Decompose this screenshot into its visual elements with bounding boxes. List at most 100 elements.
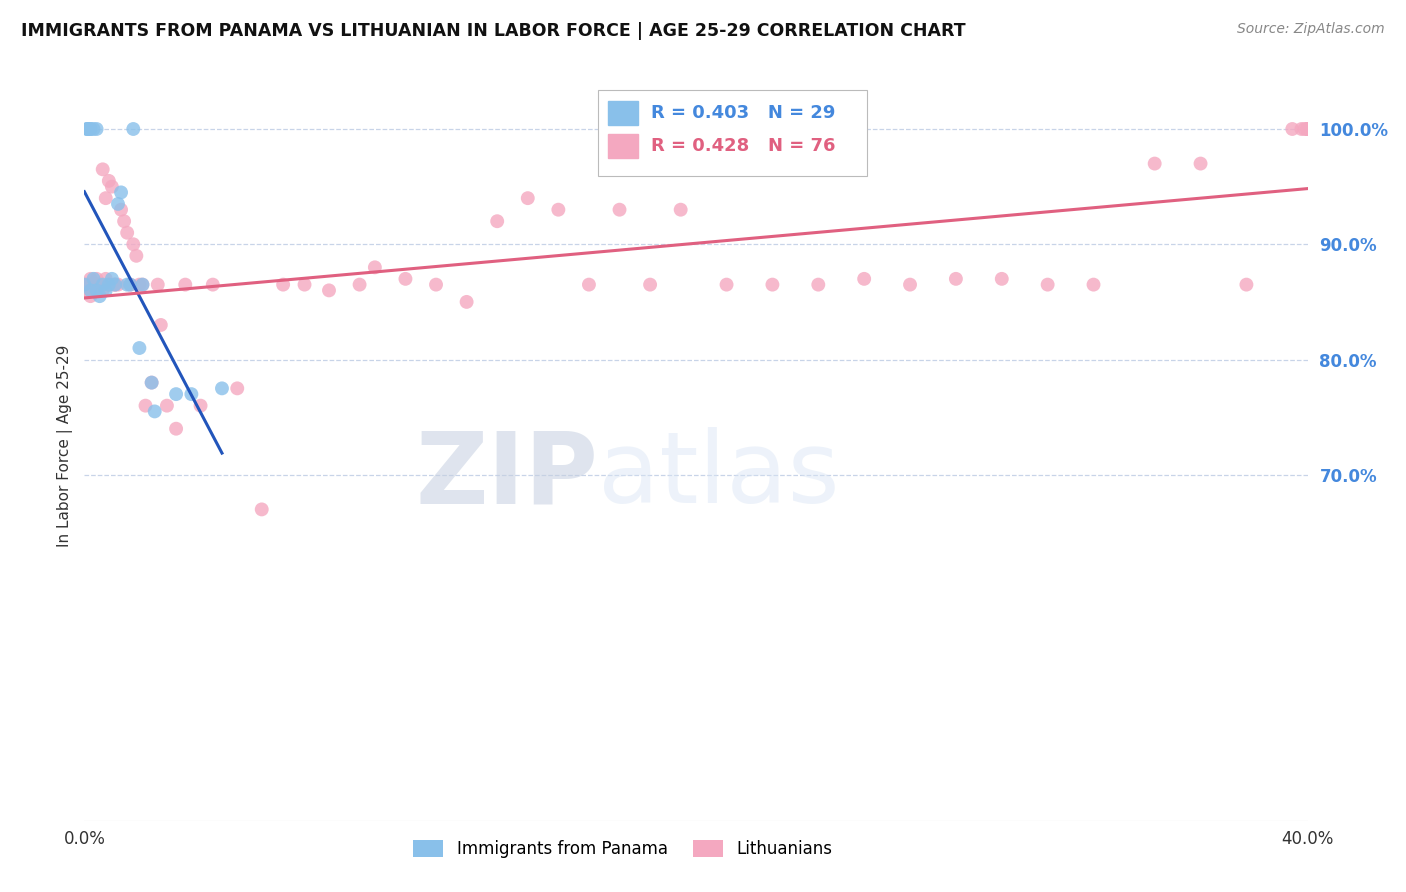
Point xyxy=(211,381,233,395)
Point xyxy=(165,422,187,436)
Point xyxy=(669,202,692,217)
Point xyxy=(1236,277,1258,292)
Point xyxy=(94,284,117,298)
Point xyxy=(156,399,179,413)
Point xyxy=(638,277,661,292)
Point xyxy=(1281,122,1303,136)
Point xyxy=(394,272,416,286)
Point xyxy=(128,341,150,355)
Point xyxy=(83,284,105,298)
Point xyxy=(201,277,224,292)
Point xyxy=(91,277,114,292)
Point xyxy=(1296,122,1319,136)
Point xyxy=(86,277,108,292)
Point xyxy=(73,277,96,292)
Point xyxy=(83,277,105,292)
Point xyxy=(122,237,145,252)
Point xyxy=(250,502,273,516)
Point xyxy=(94,191,117,205)
Point xyxy=(110,202,132,217)
Point xyxy=(226,381,249,395)
Point xyxy=(94,272,117,286)
Point xyxy=(141,376,163,390)
Point xyxy=(609,202,631,217)
Point xyxy=(349,277,371,292)
Point xyxy=(135,399,157,413)
FancyBboxPatch shape xyxy=(598,90,868,177)
Point xyxy=(83,272,105,286)
Point xyxy=(146,277,169,292)
Point xyxy=(86,122,108,136)
Point xyxy=(79,277,101,292)
Y-axis label: In Labor Force | Age 25-29: In Labor Force | Age 25-29 xyxy=(58,345,73,547)
Point xyxy=(101,179,124,194)
Point xyxy=(165,387,187,401)
Point xyxy=(716,277,738,292)
Point xyxy=(97,277,120,292)
Point xyxy=(991,272,1014,286)
Point xyxy=(898,277,921,292)
Point xyxy=(79,284,101,298)
Point xyxy=(76,277,98,292)
Point xyxy=(104,277,127,292)
Point xyxy=(104,277,127,292)
Point xyxy=(89,277,111,292)
Point xyxy=(1083,277,1105,292)
Point xyxy=(120,277,142,292)
Point xyxy=(547,202,569,217)
Point xyxy=(115,277,138,292)
Text: R = 0.403   N = 29: R = 0.403 N = 29 xyxy=(651,103,835,121)
Point xyxy=(86,284,108,298)
Point xyxy=(945,272,967,286)
Point xyxy=(853,272,876,286)
Point xyxy=(91,284,114,298)
Point xyxy=(1296,122,1319,136)
Point xyxy=(456,294,478,309)
Text: R = 0.428   N = 76: R = 0.428 N = 76 xyxy=(651,137,835,155)
Legend: Immigrants from Panama, Lithuanians: Immigrants from Panama, Lithuanians xyxy=(406,833,838,864)
Point xyxy=(91,162,114,177)
Point xyxy=(79,122,101,136)
Point xyxy=(143,404,166,418)
Point xyxy=(73,277,96,292)
Point xyxy=(83,277,105,292)
Point xyxy=(97,174,120,188)
Point xyxy=(425,277,447,292)
Point xyxy=(89,289,111,303)
Point xyxy=(104,277,127,292)
Point xyxy=(131,277,153,292)
Point xyxy=(190,399,212,413)
Point xyxy=(107,197,129,211)
Point xyxy=(76,122,98,136)
Point xyxy=(1143,156,1166,170)
Point xyxy=(1296,122,1319,136)
Point xyxy=(79,122,101,136)
Point xyxy=(79,272,101,286)
Point xyxy=(83,122,105,136)
Point xyxy=(131,277,153,292)
Point xyxy=(115,226,138,240)
Point xyxy=(318,284,340,298)
Point xyxy=(1291,122,1313,136)
Point xyxy=(1294,122,1316,136)
Point xyxy=(174,277,197,292)
Point xyxy=(122,122,145,136)
Point xyxy=(120,277,142,292)
Point xyxy=(79,289,101,303)
Point xyxy=(761,277,783,292)
FancyBboxPatch shape xyxy=(607,135,638,158)
Text: Source: ZipAtlas.com: Source: ZipAtlas.com xyxy=(1237,22,1385,37)
Text: IMMIGRANTS FROM PANAMA VS LITHUANIAN IN LABOR FORCE | AGE 25-29 CORRELATION CHAR: IMMIGRANTS FROM PANAMA VS LITHUANIAN IN … xyxy=(21,22,966,40)
Point xyxy=(271,277,294,292)
Point xyxy=(807,277,830,292)
Text: ZIP: ZIP xyxy=(415,427,598,524)
Point xyxy=(486,214,509,228)
Point xyxy=(101,272,124,286)
Point xyxy=(364,260,387,275)
Point xyxy=(1036,277,1059,292)
Point xyxy=(180,387,202,401)
Point xyxy=(112,214,135,228)
FancyBboxPatch shape xyxy=(607,101,638,125)
Point xyxy=(76,122,98,136)
Point xyxy=(516,191,538,205)
